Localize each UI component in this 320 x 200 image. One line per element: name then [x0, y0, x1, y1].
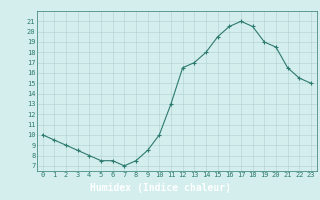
Text: Humidex (Indice chaleur): Humidex (Indice chaleur): [90, 183, 230, 193]
